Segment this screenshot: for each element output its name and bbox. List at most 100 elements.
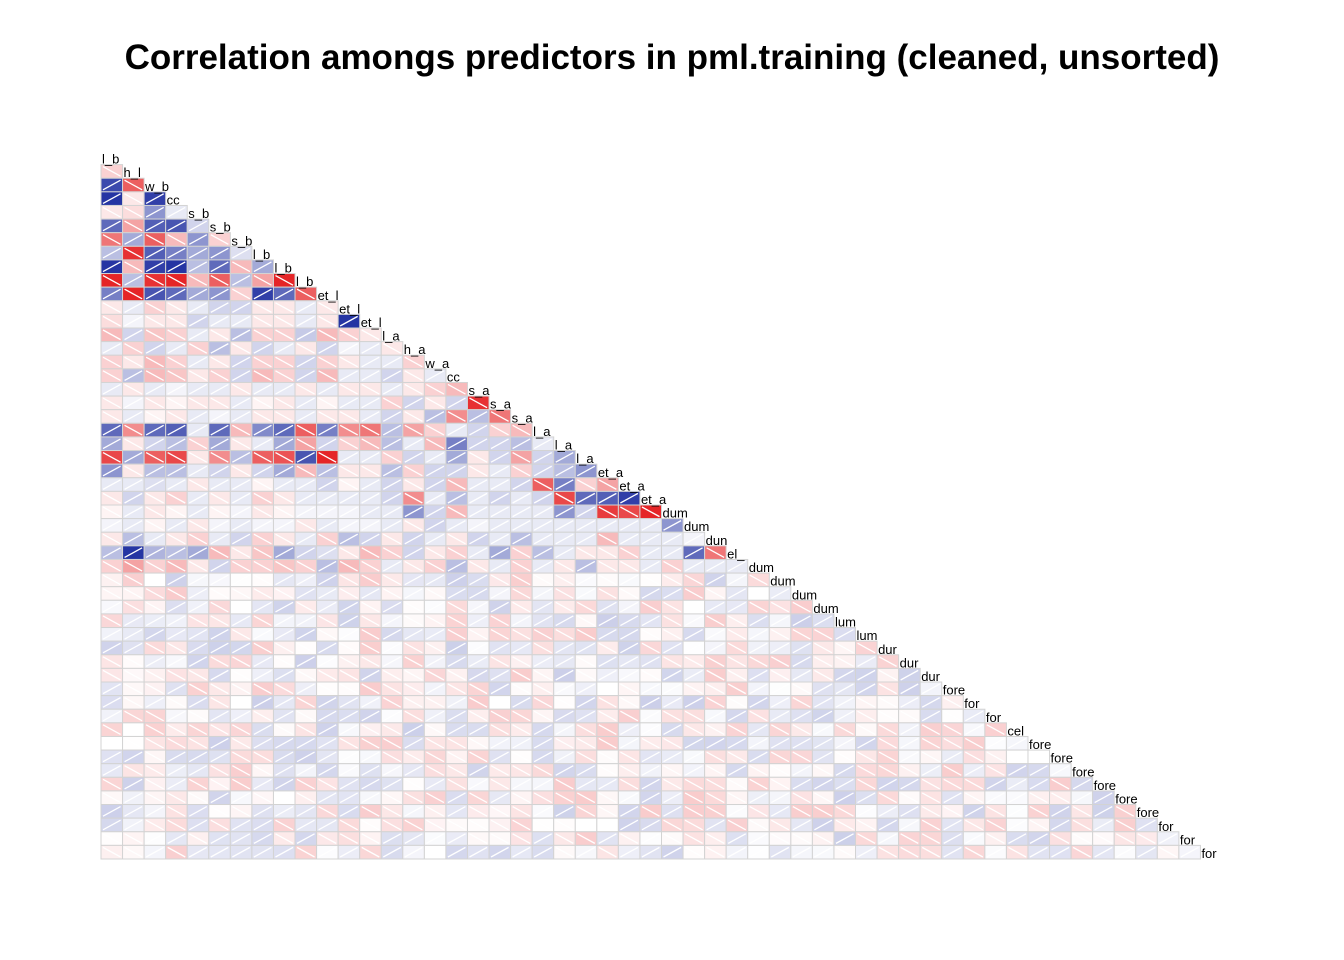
correlation-cell-shade-line	[749, 765, 768, 776]
correlation-cell-shade-line	[188, 329, 208, 341]
correlation-cell-shade-line	[706, 547, 725, 559]
correlation-cell-shade-line	[533, 833, 553, 844]
correlation-cell-shade-line	[727, 724, 747, 736]
correlation-cell-shade-line	[339, 370, 359, 382]
correlation-cell-shade-line	[145, 492, 164, 504]
correlation-cell-shade-line	[663, 669, 682, 681]
correlation-cell-shade-line	[253, 356, 272, 368]
correlation-cell-shade-line	[512, 751, 531, 763]
correlation-cell-shade-line	[663, 683, 682, 695]
correlation-cell-shade-line	[576, 805, 596, 817]
correlation-cell-shade-line	[663, 846, 682, 858]
correlation-cell-shade-line	[1072, 792, 1091, 804]
correlation-cell-shade-line	[145, 329, 164, 341]
correlation-cell-shade-line	[1115, 846, 1135, 858]
correlation-cell-shade-line	[512, 805, 531, 817]
correlation-cell-shade-line	[296, 765, 315, 776]
correlation-cell-shade-line	[361, 710, 380, 722]
correlation-cell-shade-line	[447, 805, 466, 817]
correlation-cell-shade-line	[835, 846, 854, 858]
correlation-cell-shade-line	[361, 560, 380, 572]
correlation-cell-shade-line	[167, 329, 186, 341]
correlation-cell-shade-line	[102, 560, 121, 572]
correlation-cell-shade-line	[469, 697, 488, 708]
correlation-cell-shade-line	[943, 846, 962, 858]
correlation-cell-shade-line	[749, 669, 768, 681]
correlation-cell-shade-line	[188, 737, 208, 749]
correlation-cell-shade-line	[576, 588, 596, 599]
chart-title: Correlation amongs predictors in pml.tra…	[124, 38, 1220, 77]
correlation-cell-shade-line	[318, 656, 337, 667]
correlation-cell-shade-line	[727, 765, 747, 776]
correlation-cell-shade-line	[1029, 819, 1048, 831]
correlation-cell-shade-line	[232, 588, 251, 599]
correlation-cell-shade-line	[1008, 833, 1027, 844]
correlation-cell-shade-line	[512, 438, 531, 450]
correlation-cell-shade-line	[232, 302, 251, 313]
correlation-cell-shade-line	[382, 574, 402, 586]
correlation-cell-shade-line	[533, 465, 553, 477]
correlation-cell-shade-line	[339, 615, 359, 627]
correlation-cell-shade-line	[188, 261, 208, 273]
correlation-cell-shade-line	[792, 765, 811, 776]
correlation-cell-shade-line	[706, 737, 725, 749]
correlation-cell-shade-line	[943, 765, 962, 776]
correlation-cell-shade-line	[620, 533, 639, 545]
correlation-cell-shade-line	[555, 574, 574, 586]
correlation-cell-shade-line	[210, 438, 229, 450]
correlation-cell-shade-line	[188, 805, 208, 817]
correlation-cell-shade-line	[576, 778, 596, 790]
correlation-cell-shade-line	[663, 615, 682, 627]
correlation-cell-shade-line	[275, 724, 294, 736]
correlation-cell-shade-line	[447, 533, 466, 545]
correlation-cell-shade-line	[576, 697, 596, 708]
correlation-cell-shade-line	[641, 574, 660, 586]
correlation-cell-shade-line	[382, 356, 402, 368]
correlation-cell-shade-line	[706, 615, 725, 627]
correlation-cell-shade-line	[210, 397, 229, 409]
correlation-cell-shade-line	[124, 193, 143, 205]
correlation-cell-shade-line	[275, 601, 294, 613]
correlation-cell-shade-line	[318, 683, 337, 695]
correlation-cell-shade-line	[533, 601, 553, 613]
correlation-cell-shade-line	[792, 751, 811, 763]
correlation-cell-shade-line	[490, 765, 509, 776]
correlation-cell-shade-line	[663, 833, 682, 844]
correlation-cell-shade-line	[296, 560, 315, 572]
correlation-cell-shade-line	[641, 765, 660, 776]
correlation-cell-shade-line	[188, 792, 208, 804]
correlation-cell-shade-line	[727, 588, 747, 599]
correlation-cell-shade-line	[188, 302, 208, 313]
correlation-cell-shade-line	[706, 846, 725, 858]
correlation-cell-shade-line	[253, 520, 272, 531]
correlation-cell-shade-line	[124, 574, 143, 586]
correlation-cell-shade-line	[124, 274, 143, 286]
correlation-cell-shade-line	[814, 833, 833, 844]
correlation-cell-shade-line	[447, 411, 466, 422]
correlation-cell-shade-line	[878, 765, 897, 776]
correlation-cell-shade-line	[512, 724, 531, 736]
correlation-cell-shade-line	[404, 492, 423, 504]
correlation-cell-shade-line	[296, 451, 315, 463]
correlation-cell-shade-line	[426, 397, 445, 409]
correlation-cell-shade-line	[943, 833, 962, 844]
correlation-cell-shade-line	[533, 737, 553, 749]
correlation-cell-shade-line	[124, 261, 143, 273]
correlation-cell-shade-line	[210, 833, 229, 844]
correlation-cell-shade-line	[382, 628, 402, 640]
correlation-cell-shade-line	[232, 520, 251, 531]
correlation-cell-shade-line	[727, 710, 747, 722]
correlation-cell-shade-line	[749, 833, 768, 844]
correlation-cell-shade-line	[426, 737, 445, 749]
correlation-cell-shade-line	[167, 302, 186, 313]
correlation-cell-shade-line	[210, 737, 229, 749]
correlation-cell-shade-line	[533, 438, 553, 450]
correlation-cell-shade-line	[188, 574, 208, 586]
correlation-cell-shade-line	[469, 411, 488, 422]
correlation-cell-shade-line	[124, 737, 143, 749]
correlation-cell-shade-line	[469, 819, 488, 831]
correlation-cell-shade-line	[469, 737, 488, 749]
correlation-cell-shade-line	[620, 683, 639, 695]
correlation-cell-shade-line	[124, 220, 143, 232]
correlation-cell-shade-line	[318, 329, 337, 341]
